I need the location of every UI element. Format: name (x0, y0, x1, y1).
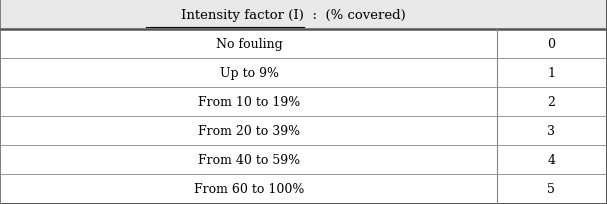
Text: 1: 1 (548, 67, 555, 80)
Text: Intensity factor (I): Intensity factor (I) (181, 9, 304, 22)
Text: Up to 9%: Up to 9% (220, 67, 279, 80)
Text: 2: 2 (548, 95, 555, 109)
Text: 5: 5 (548, 182, 555, 195)
Text: 0: 0 (548, 38, 555, 51)
Bar (1, 174, 606, 203)
Bar (1, 116, 606, 145)
Text: 3: 3 (548, 124, 555, 137)
Text: 4: 4 (548, 153, 555, 166)
Text: From 60 to 100%: From 60 to 100% (194, 182, 304, 195)
Bar (1, 88, 606, 116)
Text: From 40 to 59%: From 40 to 59% (198, 153, 300, 166)
Bar (1, 30, 606, 59)
Bar (1, 1, 606, 30)
Bar (1, 59, 606, 88)
Text: :  (% covered): : (% covered) (304, 9, 405, 22)
Bar (1, 145, 606, 174)
Text: From 10 to 19%: From 10 to 19% (198, 95, 300, 109)
Text: No fouling: No fouling (215, 38, 282, 51)
Text: From 20 to 39%: From 20 to 39% (198, 124, 300, 137)
